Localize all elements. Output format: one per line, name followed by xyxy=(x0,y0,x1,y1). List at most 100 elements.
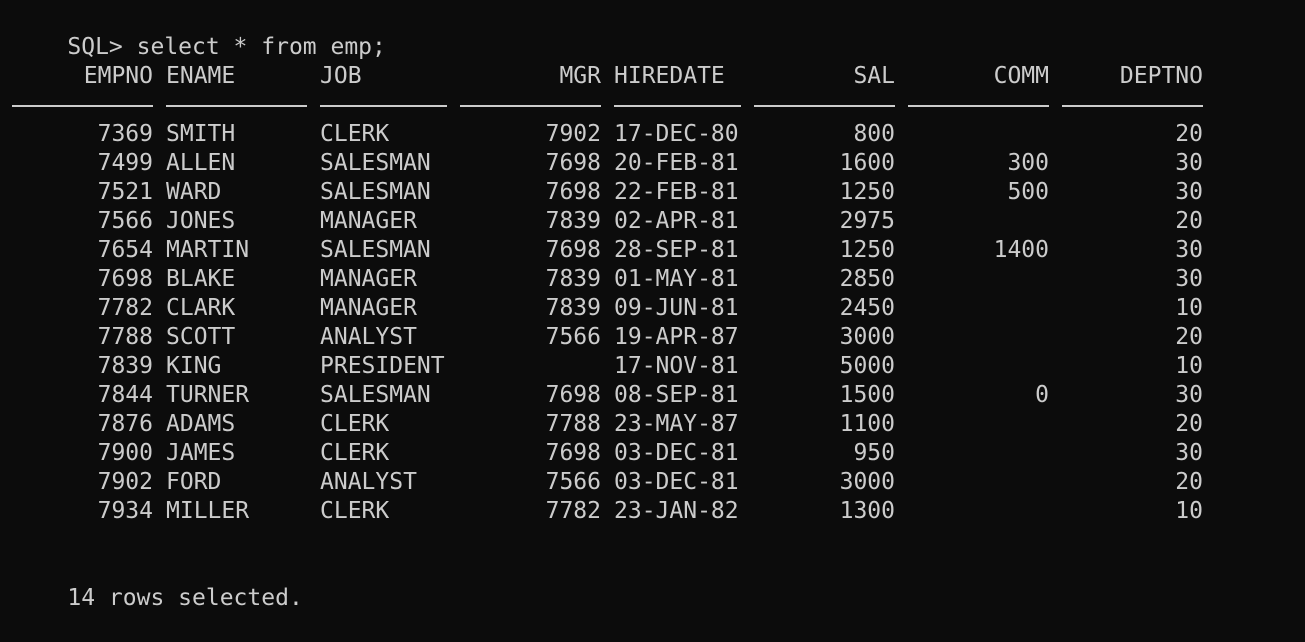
blank-line xyxy=(12,526,1305,555)
column-header-sal: SAL xyxy=(853,63,895,89)
cell-deptno: 30 xyxy=(1175,150,1203,176)
cell-deptno: 30 xyxy=(1175,179,1203,205)
cell-ename: BLAKE xyxy=(166,266,236,292)
cell-mgr: 7698 xyxy=(545,382,601,408)
cell-sal: 1250 xyxy=(839,237,895,263)
cell-hiredate: 17-NOV-81 xyxy=(614,353,739,379)
cell-deptno: 30 xyxy=(1175,266,1203,292)
cell-mgr: 7566 xyxy=(545,469,601,495)
table-row: 7900 JAMES CLERK 7698 03-DEC-81 950 30 xyxy=(12,439,1305,468)
cell-comm: 300 xyxy=(1007,150,1049,176)
cell-empno: 7788 xyxy=(97,324,153,350)
cell-ename: MARTIN xyxy=(166,237,250,263)
cell-hiredate: 23-JAN-82 xyxy=(614,498,739,524)
cell-sal: 3000 xyxy=(839,469,895,495)
cell-sal: 2850 xyxy=(839,266,895,292)
cell-empno: 7521 xyxy=(97,179,153,205)
cell-mgr: 7698 xyxy=(545,440,601,466)
cell-sal: 2450 xyxy=(839,295,895,321)
column-separator-comm xyxy=(908,105,1049,107)
cell-job: PRESIDENT xyxy=(320,353,445,379)
cell-hiredate: 22-FEB-81 xyxy=(614,179,739,205)
cell-job: SALESMAN xyxy=(320,179,431,205)
cell-ename: JAMES xyxy=(166,440,236,466)
cell-mgr: 7566 xyxy=(545,324,601,350)
cell-sal: 2975 xyxy=(839,208,895,234)
column-separator-mgr xyxy=(460,105,601,107)
cell-deptno: 20 xyxy=(1175,411,1203,437)
cell-comm: 0 xyxy=(1035,382,1049,408)
cell-mgr: 7782 xyxy=(545,498,601,524)
cell-mgr: 7698 xyxy=(545,179,601,205)
column-separator-sal xyxy=(754,105,895,107)
cell-hiredate: 20-FEB-81 xyxy=(614,150,739,176)
cell-job: MANAGER xyxy=(320,266,417,292)
cell-job: CLERK xyxy=(320,121,390,147)
cell-sal: 5000 xyxy=(839,353,895,379)
column-header-empno: EMPNO xyxy=(83,63,153,89)
terminal-window[interactable]: SQL> select * from emp; EMPNO ENAME JOB MGR… xyxy=(12,4,1305,611)
cell-empno: 7369 xyxy=(97,121,153,147)
cell-job: SALESMAN xyxy=(320,150,431,176)
table-row: 7499 ALLEN SALESMAN 7698 20-FEB-81 1600 300 30 xyxy=(12,149,1305,178)
cell-hiredate: 03-DEC-81 xyxy=(614,440,739,466)
column-separator-ename xyxy=(166,105,307,107)
cell-mgr: 7902 xyxy=(545,121,601,147)
cell-empno: 7900 xyxy=(97,440,153,466)
column-header-hiredate: HIREDATE xyxy=(614,63,725,89)
table-header-row: EMPNO ENAME JOB MGR HIREDATE SAL COMM DEPTNO xyxy=(12,62,1305,91)
column-header-job: JOB xyxy=(320,63,362,89)
cell-sal: 1250 xyxy=(839,179,895,205)
column-separator-empno xyxy=(12,105,153,107)
cell-ename: KING xyxy=(166,353,222,379)
cell-comm: 1400 xyxy=(993,237,1049,263)
cell-deptno: 20 xyxy=(1175,324,1203,350)
cell-comm: 500 xyxy=(1007,179,1049,205)
cell-mgr: 7839 xyxy=(545,266,601,292)
table-body: 7369 SMITH CLERK 7902 17-DEC-80 800 20 7499 ALLE… xyxy=(12,120,1305,526)
cell-mgr: 7788 xyxy=(545,411,601,437)
cell-sal: 1500 xyxy=(839,382,895,408)
cell-deptno: 30 xyxy=(1175,440,1203,466)
cell-job: CLERK xyxy=(320,440,390,466)
column-header-deptno: DEPTNO xyxy=(1119,63,1203,89)
cell-ename: SMITH xyxy=(166,121,236,147)
cell-empno: 7566 xyxy=(97,208,153,234)
cell-deptno: 30 xyxy=(1175,382,1203,408)
cell-ename: ADAMS xyxy=(166,411,236,437)
table-row: 7902 FORD ANALYST 7566 03-DEC-81 3000 20 xyxy=(12,468,1305,497)
cell-deptno: 10 xyxy=(1175,498,1203,524)
cell-job: SALESMAN xyxy=(320,382,431,408)
table-row: 7782 CLARK MANAGER 7839 09-JUN-81 2450 10 xyxy=(12,294,1305,323)
table-row: 7839 KING PRESIDENT 17-NOV-81 5000 10 xyxy=(12,352,1305,381)
cell-hiredate: 02-APR-81 xyxy=(614,208,739,234)
cell-sal: 1100 xyxy=(839,411,895,437)
result-summary: 14 rows selected. xyxy=(67,585,303,611)
table-separator-row xyxy=(12,91,1305,120)
cell-sal: 800 xyxy=(853,121,895,147)
cell-hiredate: 01-MAY-81 xyxy=(614,266,739,292)
cell-ename: MILLER xyxy=(166,498,250,524)
cell-mgr: 7839 xyxy=(545,295,601,321)
command-line: SQL> select * from emp; xyxy=(12,4,1305,60)
table-row: 7788 SCOTT ANALYST 7566 19-APR-87 3000 20 xyxy=(12,323,1305,352)
column-header-comm: COMM xyxy=(993,63,1049,89)
cell-empno: 7782 xyxy=(97,295,153,321)
cell-mgr: 7698 xyxy=(545,150,601,176)
cell-ename: TURNER xyxy=(166,382,250,408)
cell-ename: JONES xyxy=(166,208,236,234)
cell-mgr: 7698 xyxy=(545,237,601,263)
table-row: 7369 SMITH CLERK 7902 17-DEC-80 800 20 xyxy=(12,120,1305,149)
cell-deptno: 10 xyxy=(1175,295,1203,321)
cell-job: MANAGER xyxy=(320,208,417,234)
cell-deptno: 10 xyxy=(1175,353,1203,379)
cell-hiredate: 09-JUN-81 xyxy=(614,295,739,321)
cell-ename: CLARK xyxy=(166,295,236,321)
cell-job: MANAGER xyxy=(320,295,417,321)
cell-empno: 7844 xyxy=(97,382,153,408)
cell-job: CLERK xyxy=(320,411,390,437)
table-row: 7934 MILLER CLERK 7782 23-JAN-82 1300 10 xyxy=(12,497,1305,526)
column-separator-job xyxy=(320,105,447,107)
cell-job: CLERK xyxy=(320,498,390,524)
cell-empno: 7499 xyxy=(97,150,153,176)
